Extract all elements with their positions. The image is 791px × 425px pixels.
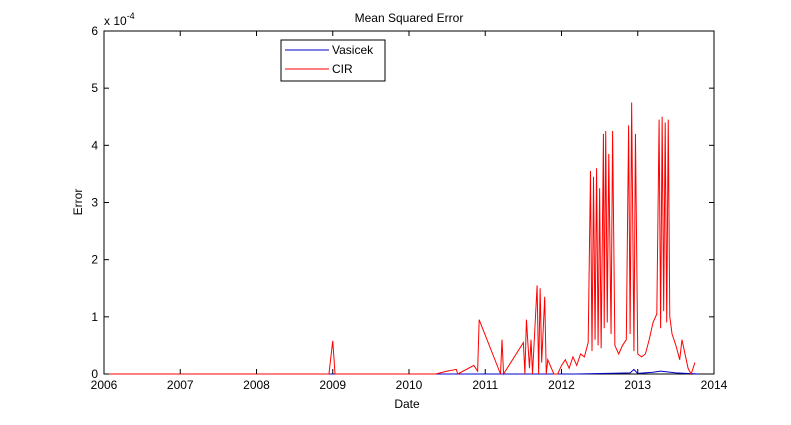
chart-title: Mean Squared Error [355, 11, 464, 25]
x-tick-label: 2014 [701, 378, 728, 392]
x-axis-ticks: 2006 2007 2008 2009 2010 2011 2012 2013 2014 [91, 31, 728, 392]
legend-box [280, 39, 386, 82]
y-tick-label: 1 [91, 310, 98, 324]
x-tick-label: 2010 [396, 378, 423, 392]
y-tick-label: 3 [91, 196, 98, 210]
legend: Vasicek CIR [280, 39, 386, 82]
y-tick-label: 0 [91, 367, 98, 381]
y-tick-label: 6 [91, 24, 98, 38]
x-tick-label: 2007 [167, 378, 194, 392]
x-tick-label: 2006 [91, 378, 118, 392]
series-line-cir [104, 102, 696, 376]
x-axis-label: Date [394, 397, 420, 411]
y-axis-ticks: 0 1 2 3 4 5 6 [91, 24, 714, 381]
plot-area [103, 30, 715, 375]
y-tick-label: 4 [91, 138, 98, 152]
y-axis-exponent-label: x 10-4 [104, 11, 135, 28]
x-tick-label: 2008 [243, 378, 270, 392]
x-tick-label: 2011 [472, 378, 498, 392]
x-tick-label: 2009 [319, 378, 346, 392]
y-tick-label: 5 [91, 81, 98, 95]
y-exponent-power: -4 [127, 11, 135, 21]
x-tick-label: 2012 [548, 378, 575, 392]
legend-label-cir: CIR [332, 62, 353, 76]
y-axis-label: Error [71, 189, 85, 216]
x-tick-label: 2013 [624, 378, 651, 392]
y-tick-label: 2 [91, 253, 98, 267]
y-exponent-base: x 10 [104, 14, 127, 28]
legend-label-vasicek: Vasicek [332, 43, 374, 57]
